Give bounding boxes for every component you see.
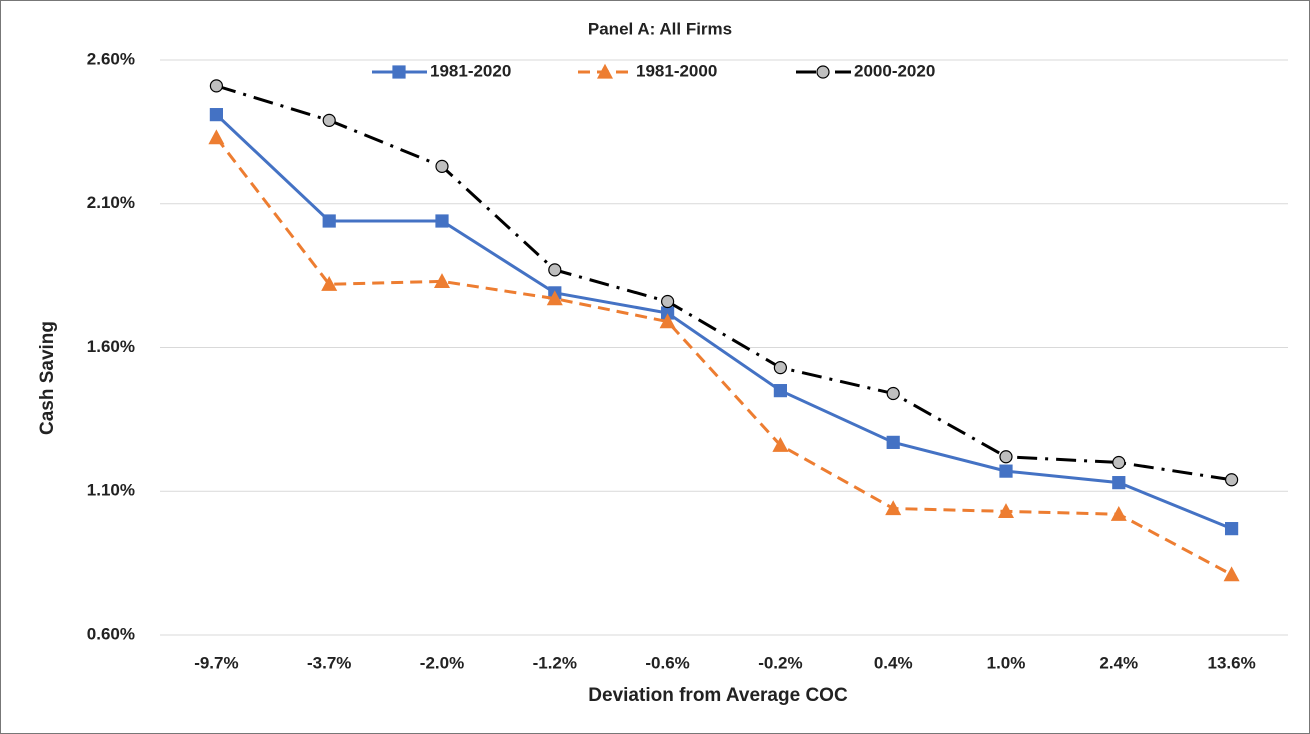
legend-label: 1981-2020 [430,61,511,80]
legend-marker [816,65,830,79]
y-tick-label: 2.60% [87,49,135,68]
data-point [209,79,223,93]
y-tick-label: 2.10% [87,193,135,212]
legend-marker [596,63,614,79]
x-tick-label: -3.7% [307,653,351,672]
data-point [772,436,789,452]
data-point [997,503,1015,518]
x-tick-label: 1.0% [987,653,1026,672]
data-point [659,313,676,329]
data-point [1223,566,1240,582]
data-point [435,159,449,173]
y-axis-label: Cash Saving [37,321,58,435]
x-tick-label: 2.4% [1099,653,1138,672]
data-point [1112,455,1126,470]
x-axis-label: Deviation from Average COC [588,685,848,706]
x-tick-label: -9.7% [194,653,238,672]
series-line [215,113,1233,531]
data-point [546,290,563,306]
data-point [886,386,900,401]
data-point [1110,505,1127,521]
data-point [322,214,336,228]
x-tick-label: 0.4% [874,653,913,672]
data-point [435,214,449,228]
data-point [321,275,338,291]
x-tick-label: -0.6% [645,653,689,672]
data-point [433,273,451,288]
x-tick-label: -0.2% [758,653,802,672]
data-point [548,263,562,277]
data-point [999,450,1013,464]
x-tick-label: 13.6% [1207,653,1255,672]
data-point [1224,473,1239,487]
data-point [660,294,675,309]
data-point [773,384,788,398]
y-tick-label: 1.10% [87,481,135,500]
chart-title: Panel A: All Firms [588,19,732,38]
x-tick-label: -2.0% [420,653,464,672]
data-point [208,129,225,145]
y-tick-label: 0.60% [87,624,135,643]
y-tick-label: 1.60% [87,337,135,356]
data-point [885,500,902,516]
data-point [886,435,900,449]
data-point [773,361,788,375]
data-point [999,464,1013,478]
legend-marker [392,65,406,79]
data-point [209,108,223,122]
x-tick-label: -1.2% [533,653,577,672]
data-point [322,113,336,127]
series-line [215,136,1233,576]
series-line [215,84,1232,482]
data-point [1112,476,1126,490]
legend-label: 1981-2000 [636,61,717,80]
data-point [1224,522,1239,536]
legend-label: 2000-2020 [854,61,935,80]
